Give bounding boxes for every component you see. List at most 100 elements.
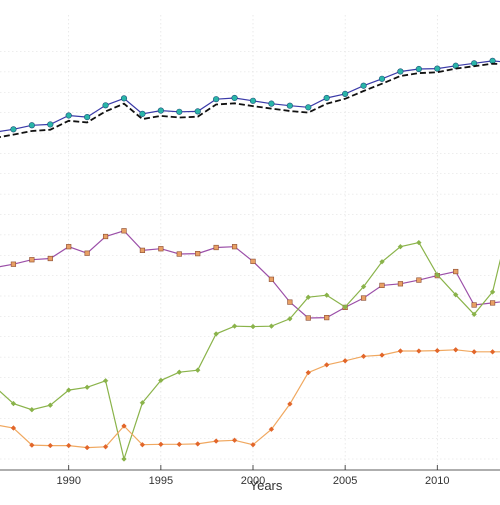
x-tick-label-1995: 1995 [149,475,173,487]
series-3-point-1998 [213,331,219,337]
series-4-point-2004 [323,362,330,368]
series-3-point-1993 [121,456,127,462]
series-2-point-2012 [471,302,477,308]
series-0-point-2002 [286,102,293,109]
series-4-point-2011 [452,347,459,353]
x-tick-label-1990: 1990 [56,475,80,487]
series-4-point-1989 [47,442,54,449]
series-3-point-2009 [416,239,422,246]
series-2-point-1993 [121,228,127,234]
series-0-point-1996 [176,108,183,115]
series-0-point-1988 [28,122,35,129]
series-4-point-2009 [416,348,422,354]
series-3-point-2000 [250,323,256,330]
series-4-point-1995 [158,441,164,448]
series-4-point-1988 [29,442,35,448]
series-3-point-2001 [268,323,275,329]
series-2-point-1996 [176,251,182,257]
series-2-point-1997 [195,251,201,257]
series-3-point-1995 [158,377,164,384]
series-4-point-2005 [342,358,348,364]
x-tick-label-2000: 2000 [241,475,265,487]
series-2-point-1998 [213,244,219,251]
series-0-point-2005 [342,90,349,97]
series-3-point-1992 [102,378,109,384]
series-2-point-1999 [231,244,238,250]
series-4-point-2001 [268,426,275,433]
series-2-point-2001 [268,276,275,282]
series-3-point-1994 [139,400,146,406]
series-3-point-2006 [360,283,367,290]
series-4-point-1994 [139,441,146,448]
series-2-line [0,230,500,319]
series-0-point-1989 [47,121,54,128]
series-1-line [0,62,500,138]
series-4-point-2000 [250,441,256,448]
series-0-point-1994 [139,110,146,117]
series-3-point-2010 [434,272,441,278]
series-4-point-2012 [471,349,477,355]
series-0-point-2003 [305,104,312,111]
x-tick-label-2005: 2005 [333,475,357,487]
series-3-point-1999 [231,323,238,329]
series-4-point-2003 [305,369,312,376]
series-3-point-1991 [84,384,90,391]
series-3-point-1988 [29,406,35,413]
series-4-line [0,349,500,449]
series-4-point-1998 [213,438,219,444]
series-0 [0,57,500,133]
series-3-point-2012 [471,311,477,318]
series-2-point-2003 [305,315,311,321]
series-3-line [0,241,500,462]
series-3-point-2013 [489,289,496,295]
series-3-point-1990 [65,387,72,393]
series-3-point-2008 [397,243,404,250]
series-3-point-2004 [323,292,330,298]
series-3-point-1987 [10,400,17,407]
series-4-point-2010 [434,347,441,354]
series-2-point-2002 [287,299,293,305]
series-4-point-1987 [10,425,17,431]
x-ticks: 1990 1995 2000 2005 2010 [56,465,450,487]
series-4-point-1996 [176,441,183,448]
series-4-point-2008 [397,348,404,354]
series-3-point-2011 [452,292,459,298]
series-2-point-1987 [10,261,17,267]
series-2-point-2009 [416,277,422,283]
series-0-point-1997 [194,108,201,115]
series-0-point-2007 [378,75,386,82]
series-3-point-2003 [305,294,312,300]
x-tick-label-2010: 2010 [425,475,449,487]
series-0-point-1990 [65,112,72,119]
series-0-point-2006 [360,82,367,89]
series-2-point-2008 [397,281,404,287]
series-4-point-2013 [489,349,496,355]
series-3-point-2002 [287,316,293,322]
series-4-point-1993 [121,423,127,429]
series-4-point-2006 [360,353,367,360]
x-axis-label: Years [250,478,283,493]
series-2-point-2007 [379,282,385,289]
series-0-point-2008 [397,68,404,75]
series-2-point-1995 [158,246,164,252]
series-group [0,57,500,462]
series-2-point-2013 [489,300,496,306]
gridlines [0,15,500,470]
series-2-point-1988 [29,257,35,263]
series-0-point-1992 [102,102,109,109]
series-4-point-1992 [102,444,109,450]
series-3-point-2007 [379,259,385,265]
series-3-point-1997 [194,367,201,373]
series-2 [0,228,500,321]
series-2-point-2006 [360,295,367,301]
series-4-point-2002 [287,401,293,407]
series-2-point-1994 [139,247,146,253]
series-2-point-2000 [250,258,256,264]
series-0-point-2001 [268,100,275,107]
series-3-point-2005 [342,304,348,310]
series-0-point-1993 [120,95,128,102]
series-4-point-2007 [379,352,385,358]
series-0-point-1995 [157,107,164,114]
